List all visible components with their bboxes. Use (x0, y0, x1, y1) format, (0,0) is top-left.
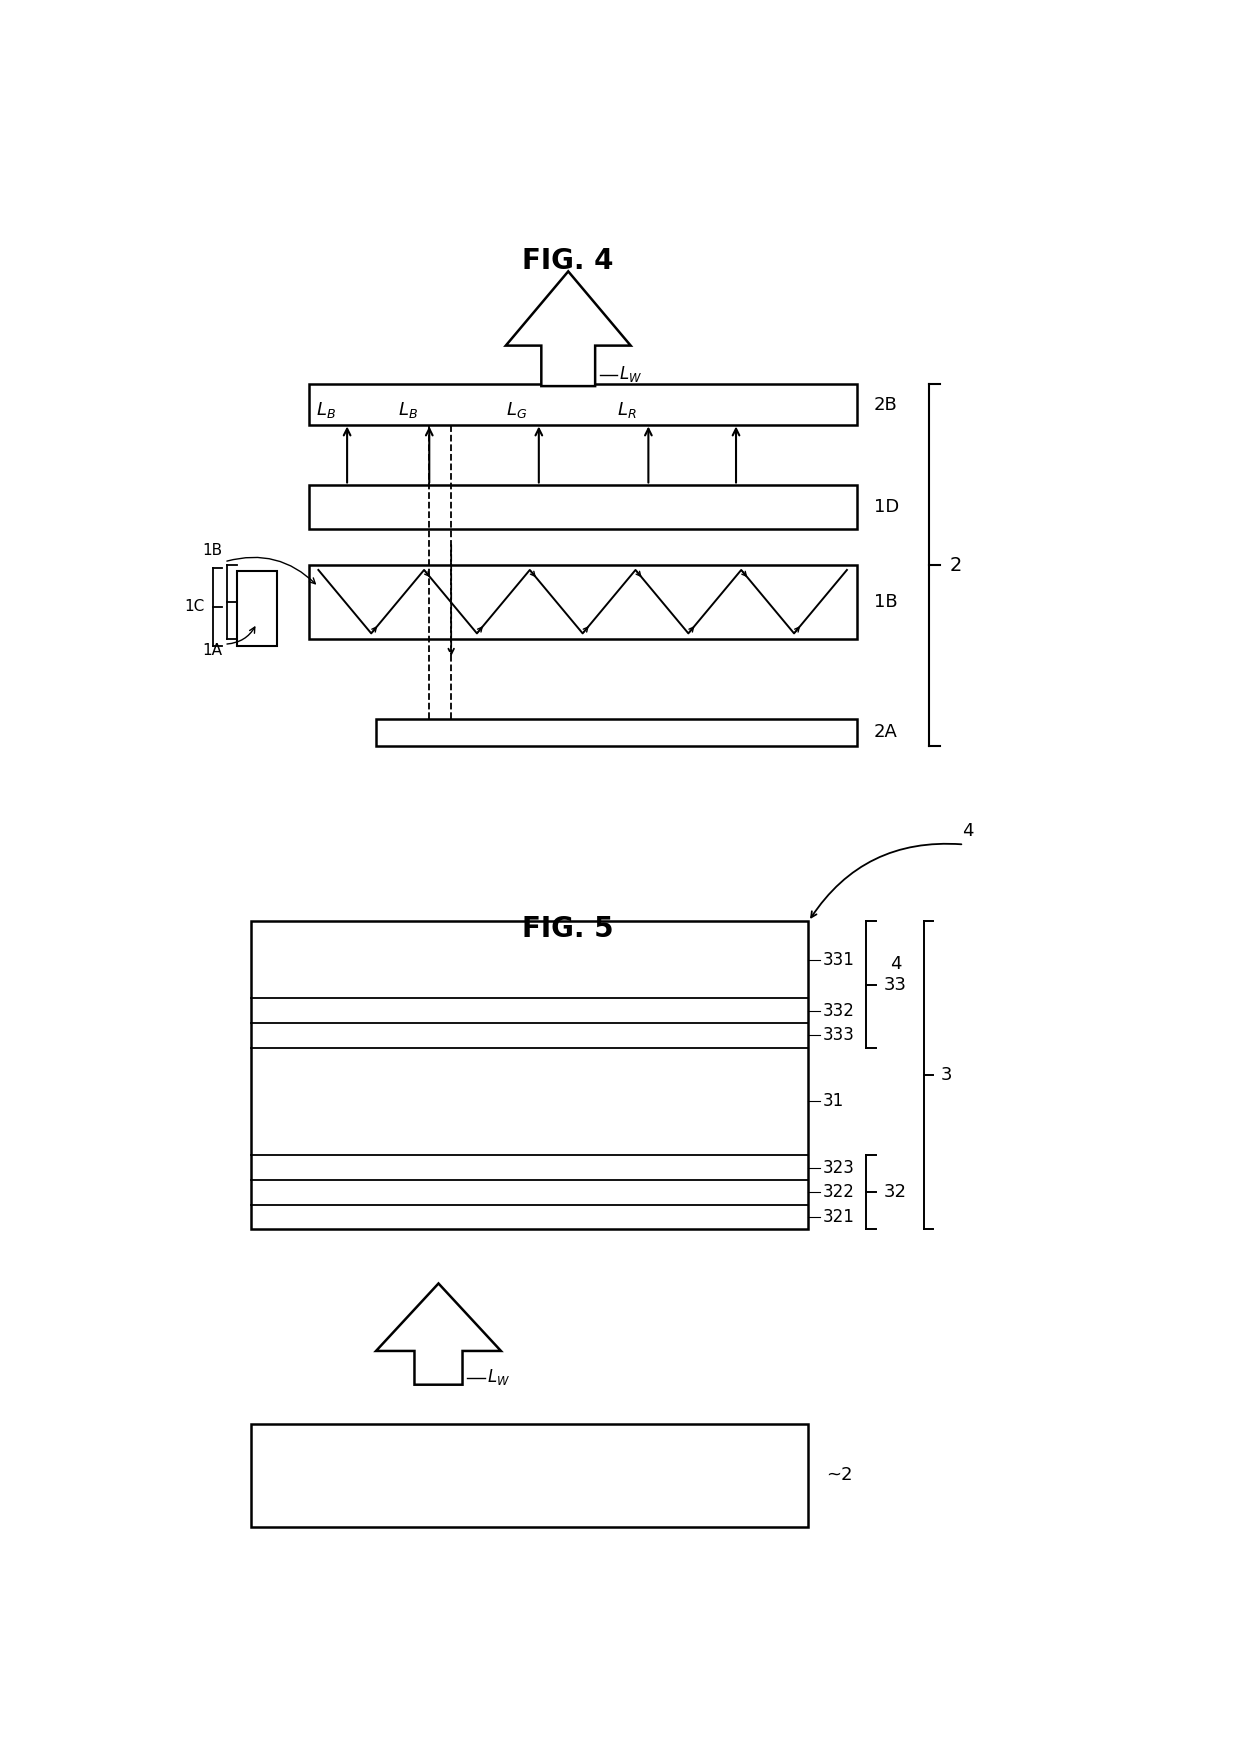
Bar (309, 486, 857, 529)
Polygon shape (506, 272, 631, 386)
Bar (309, 384, 857, 424)
Text: $L_{G}$: $L_{G}$ (506, 400, 527, 419)
Text: $L_{R}$: $L_{R}$ (618, 400, 637, 419)
Text: 1C: 1C (185, 600, 205, 614)
Text: 1D: 1D (874, 498, 899, 515)
Text: 3: 3 (941, 1066, 952, 1085)
Text: 33: 33 (883, 975, 906, 994)
Text: FIG. 4: FIG. 4 (522, 247, 614, 275)
Text: 322: 322 (823, 1183, 854, 1201)
Text: 332: 332 (823, 1001, 854, 1020)
Text: 331: 331 (823, 950, 854, 969)
Text: 4: 4 (962, 822, 973, 840)
Text: $L_W$: $L_W$ (619, 365, 642, 384)
Text: 31: 31 (823, 1092, 844, 1110)
Text: 323: 323 (823, 1159, 854, 1176)
Text: 321: 321 (823, 1208, 854, 1225)
Bar (237, 571, 277, 645)
Text: 4: 4 (890, 955, 901, 973)
Text: $L_W$: $L_W$ (486, 1367, 510, 1387)
Text: 2B: 2B (874, 396, 898, 414)
Text: 1A: 1A (202, 643, 222, 657)
Bar (309, 564, 857, 638)
Polygon shape (376, 1283, 501, 1385)
Text: $L_{B}$: $L_{B}$ (316, 400, 336, 419)
Bar (376, 719, 857, 745)
Text: $L_{B}$: $L_{B}$ (398, 400, 418, 419)
Bar (250, 1423, 808, 1527)
Text: ~2: ~2 (826, 1467, 852, 1485)
Bar (250, 922, 808, 1229)
Text: 32: 32 (883, 1183, 906, 1201)
Text: 1B: 1B (874, 593, 898, 610)
Text: FIG. 5: FIG. 5 (522, 915, 614, 943)
Text: 333: 333 (823, 1026, 854, 1045)
Text: 2A: 2A (874, 724, 898, 742)
Text: 1B: 1B (202, 543, 222, 557)
Text: 2: 2 (950, 556, 962, 575)
